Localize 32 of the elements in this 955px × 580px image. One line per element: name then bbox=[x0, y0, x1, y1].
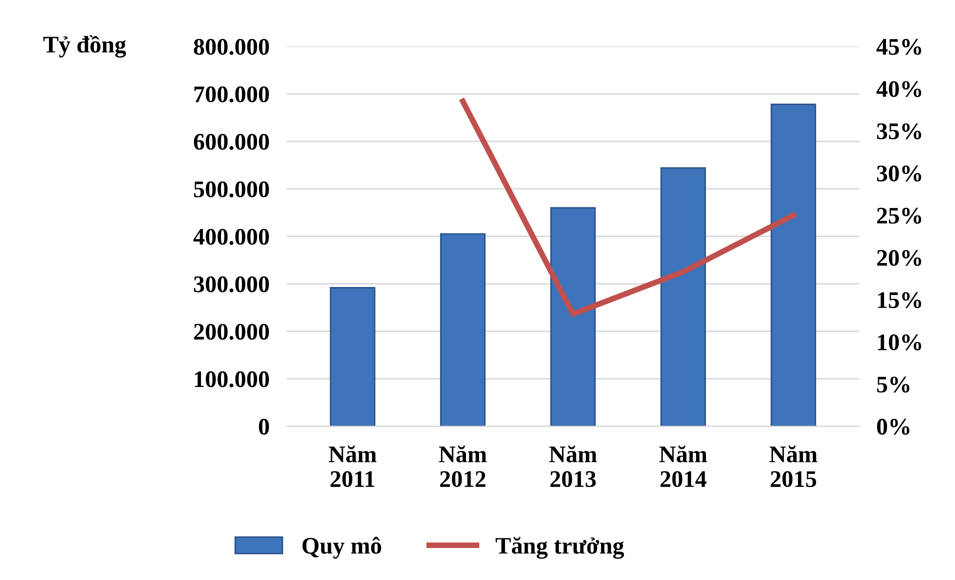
x-tick-label: Năm 2013 bbox=[549, 445, 597, 488]
y2-tick-label: 15% bbox=[878, 292, 922, 308]
x-tick-label: Năm 2011 bbox=[328, 445, 376, 488]
y2-tick-label: 10% bbox=[878, 334, 922, 350]
x-tick-label: Năm 2015 bbox=[770, 445, 818, 488]
y2-tick-label: 35% bbox=[877, 123, 922, 140]
y2-tick-label: 30% bbox=[877, 166, 922, 182]
y-tick-label: 600.000 bbox=[194, 134, 269, 150]
y-tick-label: 400.000 bbox=[193, 228, 269, 245]
y-tick-label: 300.000 bbox=[194, 276, 269, 292]
y2-tick-label: 45% bbox=[876, 38, 922, 55]
bar bbox=[660, 167, 706, 426]
x-tick-label: Năm 2012 bbox=[438, 445, 487, 488]
y-tick-label: 800.000 bbox=[194, 38, 269, 55]
y-tick-label: 200.000 bbox=[194, 324, 269, 340]
y2-tick-label: 5% bbox=[877, 376, 910, 393]
y-tick-label: 700.000 bbox=[194, 86, 269, 102]
y-tick-label: 100.000 bbox=[194, 371, 269, 388]
y2-tick-label: 20% bbox=[877, 250, 922, 266]
y2-tick-label: 25% bbox=[877, 208, 922, 224]
y-axis-title: Tỷ đồng bbox=[43, 35, 126, 58]
legend-label: Quy mô bbox=[302, 536, 382, 559]
y2-tick-label: 40% bbox=[876, 81, 922, 98]
bar bbox=[330, 286, 376, 426]
legend-label: Tăng trưởng bbox=[496, 536, 624, 559]
bar bbox=[550, 207, 596, 426]
y-tick-label: 500.000 bbox=[194, 181, 269, 198]
x-tick-label: Năm 2014 bbox=[659, 445, 708, 488]
bar bbox=[770, 104, 816, 426]
y-tick-label: 0 bbox=[258, 418, 269, 435]
bar bbox=[440, 233, 486, 426]
y2-tick-label: 0% bbox=[877, 418, 910, 435]
